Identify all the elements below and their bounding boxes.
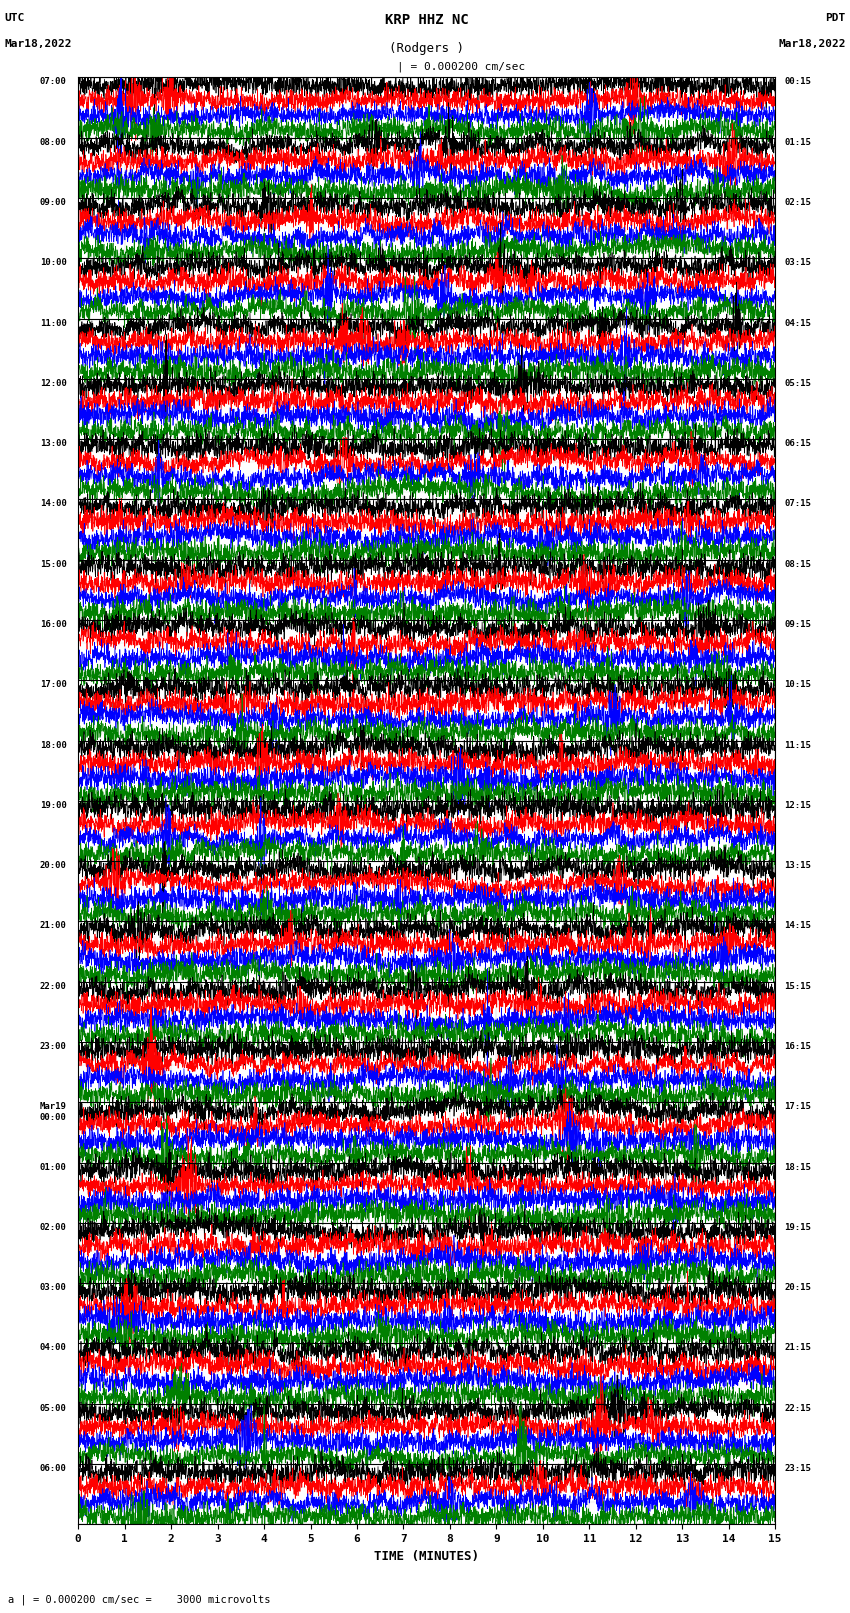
Text: 13:00: 13:00 — [40, 439, 66, 448]
Text: 06:00: 06:00 — [40, 1465, 66, 1473]
Text: 19:15: 19:15 — [785, 1223, 812, 1232]
Text: 14:00: 14:00 — [40, 500, 66, 508]
Text: 10:15: 10:15 — [785, 681, 812, 689]
Text: 17:15: 17:15 — [785, 1102, 812, 1111]
Text: 18:00: 18:00 — [40, 740, 66, 750]
Text: 03:15: 03:15 — [785, 258, 812, 268]
Text: a | = 0.000200 cm/sec =    3000 microvolts: a | = 0.000200 cm/sec = 3000 microvolts — [8, 1594, 271, 1605]
Text: 20:00: 20:00 — [40, 861, 66, 869]
Text: 09:15: 09:15 — [785, 619, 812, 629]
Text: 07:00: 07:00 — [40, 77, 66, 87]
Text: 07:15: 07:15 — [785, 500, 812, 508]
Text: 23:00: 23:00 — [40, 1042, 66, 1052]
Text: Mar18,2022: Mar18,2022 — [779, 39, 846, 48]
Text: | = 0.000200 cm/sec: | = 0.000200 cm/sec — [397, 61, 524, 73]
Text: 01:15: 01:15 — [785, 137, 812, 147]
Text: KRP HHZ NC: KRP HHZ NC — [385, 13, 468, 27]
Text: 09:00: 09:00 — [40, 198, 66, 206]
Text: UTC: UTC — [4, 13, 25, 23]
Text: 16:00: 16:00 — [40, 619, 66, 629]
Text: 12:15: 12:15 — [785, 800, 812, 810]
Text: 18:15: 18:15 — [785, 1163, 812, 1171]
Text: 04:15: 04:15 — [785, 319, 812, 327]
Text: Mar19
00:00: Mar19 00:00 — [40, 1102, 66, 1121]
Text: 06:15: 06:15 — [785, 439, 812, 448]
Text: 15:00: 15:00 — [40, 560, 66, 569]
Text: 08:15: 08:15 — [785, 560, 812, 569]
Text: 14:15: 14:15 — [785, 921, 812, 931]
Text: 13:15: 13:15 — [785, 861, 812, 869]
Text: 11:00: 11:00 — [40, 319, 66, 327]
Text: 08:00: 08:00 — [40, 137, 66, 147]
Text: 22:15: 22:15 — [785, 1403, 812, 1413]
Text: 16:15: 16:15 — [785, 1042, 812, 1052]
Text: 21:00: 21:00 — [40, 921, 66, 931]
Text: 11:15: 11:15 — [785, 740, 812, 750]
Text: 04:00: 04:00 — [40, 1344, 66, 1352]
Text: PDT: PDT — [825, 13, 846, 23]
Text: 17:00: 17:00 — [40, 681, 66, 689]
X-axis label: TIME (MINUTES): TIME (MINUTES) — [374, 1550, 479, 1563]
Text: 12:00: 12:00 — [40, 379, 66, 387]
Text: 10:00: 10:00 — [40, 258, 66, 268]
Text: 05:00: 05:00 — [40, 1403, 66, 1413]
Text: 23:15: 23:15 — [785, 1465, 812, 1473]
Text: 15:15: 15:15 — [785, 982, 812, 990]
Text: (Rodgers ): (Rodgers ) — [389, 42, 464, 55]
Text: 22:00: 22:00 — [40, 982, 66, 990]
Text: 03:00: 03:00 — [40, 1284, 66, 1292]
Text: 21:15: 21:15 — [785, 1344, 812, 1352]
Text: 02:00: 02:00 — [40, 1223, 66, 1232]
Text: 05:15: 05:15 — [785, 379, 812, 387]
Text: 00:15: 00:15 — [785, 77, 812, 87]
Text: 20:15: 20:15 — [785, 1284, 812, 1292]
Text: 19:00: 19:00 — [40, 800, 66, 810]
Text: 02:15: 02:15 — [785, 198, 812, 206]
Text: Mar18,2022: Mar18,2022 — [4, 39, 71, 48]
Text: 01:00: 01:00 — [40, 1163, 66, 1171]
